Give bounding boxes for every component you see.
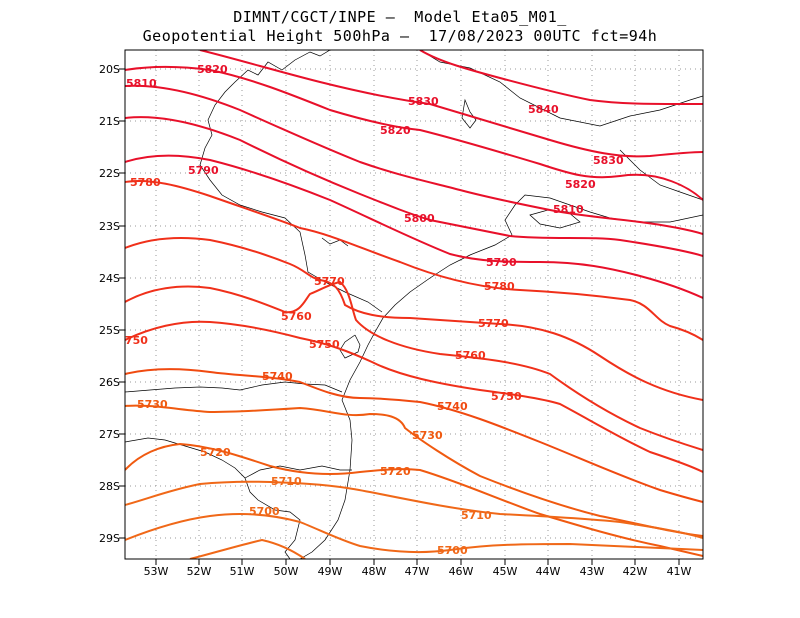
contour-5780 xyxy=(125,179,703,341)
contour-label: 5770 xyxy=(314,275,345,288)
contour-label: 5820 xyxy=(380,124,411,137)
contour-label: 5780 xyxy=(130,176,161,189)
contour-label: 5790 xyxy=(486,256,517,269)
contour-label: 5740 xyxy=(262,370,293,383)
contour-5760 xyxy=(125,280,703,451)
contour-labels: 5840 5830 5830 5820 5820 5820 5810 5810 … xyxy=(125,63,624,557)
contour-label: 5760 xyxy=(455,349,486,362)
lat-tick-label: 20S xyxy=(99,63,120,76)
contour-label: 5700 xyxy=(437,544,468,557)
contour-label: 5750 xyxy=(491,390,522,403)
contour-5840 xyxy=(419,50,703,105)
lon-tick-label: 41W xyxy=(667,565,692,578)
lat-tick-label: 23S xyxy=(99,220,120,233)
contour-label: 5840 xyxy=(528,103,559,116)
lat-tick-label: 22S xyxy=(99,167,120,180)
contour-5720 xyxy=(125,442,703,557)
lon-tick-label: 53W xyxy=(144,565,169,578)
lon-tick-label: 51W xyxy=(230,565,255,578)
coastline-and-borders xyxy=(125,50,703,559)
contour-label: 5730 xyxy=(137,398,168,411)
contour-5800 xyxy=(125,116,703,257)
lat-tick-label: 27S xyxy=(99,428,120,441)
contour-label: 5800 xyxy=(404,212,435,225)
contour-5690 xyxy=(189,538,306,559)
lat-tick-label: 24S xyxy=(99,272,120,285)
latitude-labels: 20S 21S 22S 23S 24S 25S 26S 27S 28S 29S xyxy=(99,63,120,545)
contour-label: 5740 xyxy=(437,400,468,413)
contour-label: 5760 xyxy=(281,310,312,323)
lon-tick-label: 52W xyxy=(187,565,212,578)
contour-label: 5710 xyxy=(271,475,302,488)
contour-5830 xyxy=(199,50,703,158)
contour-5750 xyxy=(125,320,703,473)
contour-label: 5710 xyxy=(461,509,492,522)
contour-label: 5810 xyxy=(126,77,157,90)
lon-tick-label: 47W xyxy=(405,565,430,578)
contour-5770 xyxy=(125,237,703,401)
contour-label: 5720 xyxy=(380,465,411,478)
lat-tick-label: 28S xyxy=(99,480,120,493)
lon-tick-label: 44W xyxy=(536,565,561,578)
contour-5730 xyxy=(125,404,703,537)
lat-tick-label: 21S xyxy=(99,115,120,128)
contour-label: 5790 xyxy=(188,164,219,177)
lat-tick-label: 29S xyxy=(99,532,120,545)
contour-label: 5820 xyxy=(197,63,228,76)
contour-label: 5750 xyxy=(309,338,340,351)
lon-tick-label: 49W xyxy=(318,565,343,578)
tick-marks xyxy=(119,68,680,565)
contour-label: 750 xyxy=(125,334,148,347)
contour-5820 xyxy=(125,66,703,201)
contour-label: 5780 xyxy=(484,280,515,293)
longitude-labels: 53W 52W 51W 50W 49W 48W 47W 46W 45W 44W … xyxy=(144,565,692,578)
contour-label: 5730 xyxy=(412,429,443,442)
contour-5810 xyxy=(125,84,703,235)
contour-5700 xyxy=(125,513,703,554)
map-title-line1: DIMNT/CGCT/INPE – Model Eta05_M01_ xyxy=(233,8,567,26)
map-title-line2: Geopotential Height 500hPa – 17/08/2023 … xyxy=(142,27,658,45)
lat-tick-label: 26S xyxy=(99,376,120,389)
contour-label: 5720 xyxy=(200,446,231,459)
map-frame xyxy=(124,49,704,560)
lat-tick-label: 25S xyxy=(99,324,120,337)
contour-5790 xyxy=(125,154,703,299)
contour-label: 5770 xyxy=(478,317,509,330)
lon-tick-label: 50W xyxy=(274,565,299,578)
lon-tick-label: 42W xyxy=(623,565,648,578)
contour-label: 5810 xyxy=(553,203,584,216)
contour-5710 xyxy=(125,480,703,539)
lon-tick-label: 46W xyxy=(449,565,474,578)
contour-5740 xyxy=(125,368,703,503)
lon-tick-label: 48W xyxy=(362,565,387,578)
lon-tick-label: 43W xyxy=(580,565,605,578)
contour-label: 5830 xyxy=(593,154,624,167)
height-contours xyxy=(125,50,703,559)
contour-label: 5820 xyxy=(565,178,596,191)
contour-label: 5830 xyxy=(408,95,439,108)
lon-tick-label: 45W xyxy=(493,565,518,578)
contour-label: 5700 xyxy=(249,505,280,518)
